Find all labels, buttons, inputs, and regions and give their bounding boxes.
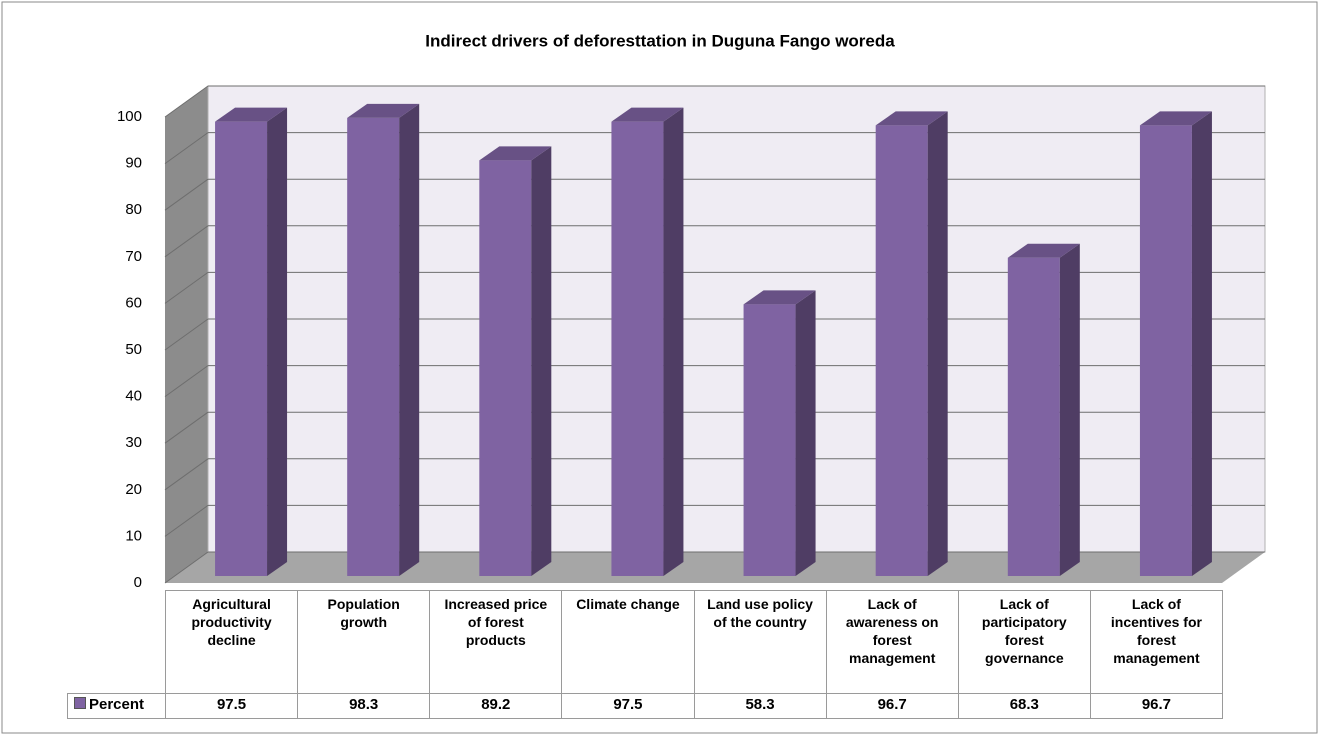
- table-value: 68.3: [957, 693, 1091, 719]
- grid-line-side: [164, 504, 209, 537]
- table-value: 96.7: [1089, 693, 1223, 719]
- y-tick-label: 100: [117, 108, 142, 125]
- table-value: 97.5: [165, 693, 299, 719]
- grid-line-side: [164, 178, 209, 211]
- table-value: 97.5: [561, 693, 695, 719]
- grid-line-side: [164, 458, 209, 491]
- bar-top: [479, 146, 552, 161]
- bar: [479, 160, 532, 576]
- table-value: 96.7: [825, 693, 959, 719]
- bar-top: [743, 290, 816, 305]
- grid-line-side: [164, 411, 209, 444]
- bar-side: [399, 103, 420, 576]
- bar: [875, 125, 928, 577]
- legend-label: Percent: [89, 696, 145, 713]
- grid-line-side: [164, 551, 209, 584]
- legend-swatch: [74, 697, 86, 709]
- bar-side: [1059, 243, 1080, 577]
- bar-side: [1191, 111, 1212, 577]
- y-tick-label: 0: [134, 574, 142, 591]
- y-tick-label: 50: [125, 341, 142, 358]
- bar: [1007, 257, 1060, 576]
- y-tick-label: 90: [125, 155, 142, 172]
- table-value: 58.3: [693, 693, 827, 719]
- grid-line-side: [164, 85, 209, 118]
- y-tick-label: 40: [125, 388, 142, 405]
- bar-side: [663, 107, 684, 577]
- chart-title: Indirect drivers of deforesttation in Du…: [425, 31, 895, 50]
- grid-line-side: [164, 132, 209, 165]
- y-tick-label: 60: [125, 294, 142, 311]
- bar-side: [795, 290, 816, 576]
- grid-line-side: [164, 318, 209, 351]
- bar-top: [215, 107, 288, 122]
- bar-side: [531, 146, 552, 576]
- bar-top: [1139, 111, 1212, 126]
- y-tick-label: 10: [125, 527, 142, 544]
- floor: [165, 552, 1265, 583]
- bar-top: [1007, 243, 1080, 258]
- bar: [1139, 125, 1192, 577]
- grid-line-side: [164, 225, 209, 258]
- category-label: Increased price of forest products: [429, 590, 563, 694]
- bar: [347, 117, 400, 576]
- category-label: Lack of participatory forest governance: [957, 590, 1091, 694]
- y-tick-label: 30: [125, 434, 142, 451]
- y-tick-label: 70: [125, 248, 142, 265]
- grid-line-side: [164, 365, 209, 398]
- table-value: 89.2: [429, 693, 563, 719]
- table-value: 98.3: [297, 693, 431, 719]
- bar-side: [267, 107, 288, 577]
- bar-top: [875, 111, 948, 126]
- grid-line-side: [164, 271, 209, 304]
- category-label: Lack of incentives for forest management: [1089, 590, 1223, 694]
- bar-top: [347, 103, 420, 118]
- bar-side: [927, 111, 948, 577]
- category-label: Population growth: [297, 590, 431, 694]
- category-label: Land use policy of the country: [693, 590, 827, 694]
- y-tick-label: 80: [125, 201, 142, 218]
- category-label: Climate change: [561, 590, 695, 694]
- legend-entry: Percent: [67, 693, 166, 719]
- bar-top: [611, 107, 684, 122]
- bar: [611, 121, 664, 577]
- bar: [743, 304, 796, 576]
- category-label: Lack of awareness on forest management: [825, 590, 959, 694]
- bar: [215, 121, 268, 577]
- y-tick-label: 20: [125, 481, 142, 498]
- category-label: Agricultural productivity decline: [165, 590, 299, 694]
